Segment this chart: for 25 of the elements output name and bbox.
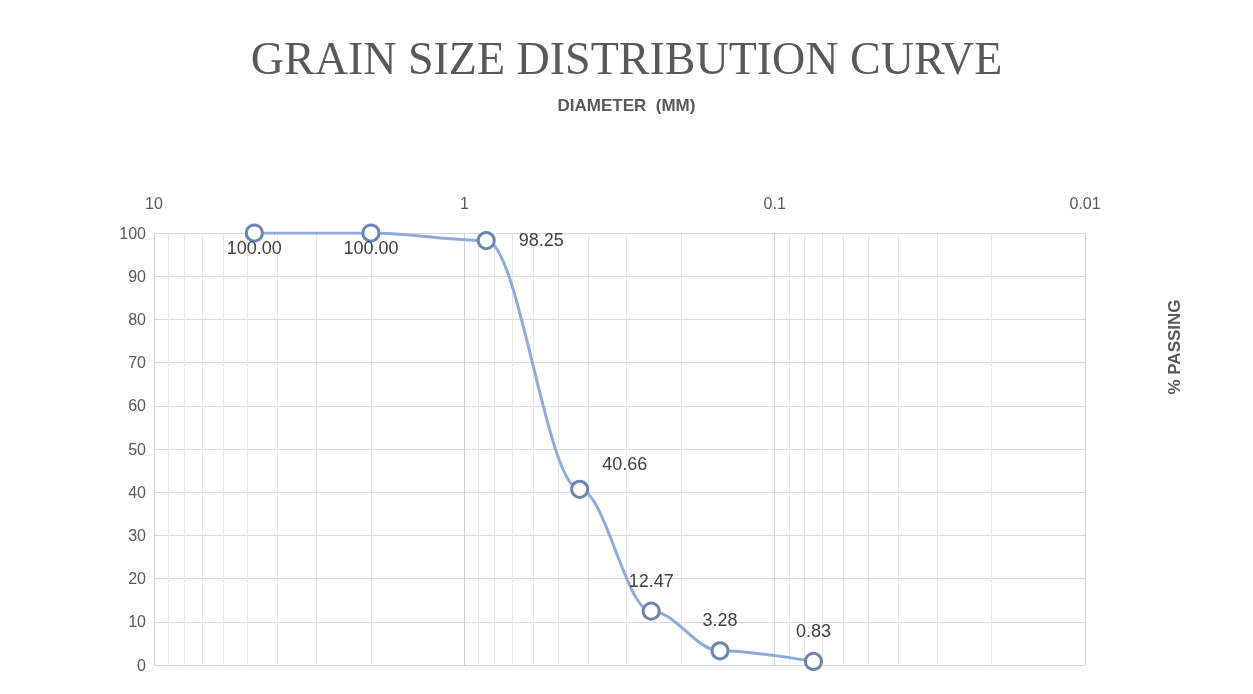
y-axis-title: % PASSING (1165, 299, 1184, 395)
y-tick-label: 30 (128, 526, 147, 544)
y-tick-label: 10 (128, 613, 147, 631)
y-tick-label: 80 (128, 310, 147, 328)
x-tick-label: 0.1 (763, 194, 786, 212)
y-tick-label: 40 (128, 483, 147, 501)
data-label: 40.66 (602, 453, 648, 474)
y-tick-label: 100 (119, 224, 147, 242)
data-label: 100.00 (343, 237, 399, 258)
x-tick-label: 10 (145, 194, 163, 212)
y-tick-label: 50 (128, 440, 147, 458)
data-label: 98.25 (518, 230, 564, 251)
x-tick-label: 0.01 (1069, 194, 1101, 212)
x-tick-label: 1 (459, 194, 469, 212)
y-tick-label: 20 (128, 570, 147, 588)
data-label: 3.28 (702, 610, 738, 631)
y-tick-label: 60 (128, 397, 147, 415)
y-tick-label: 90 (128, 267, 147, 285)
data-label: 0.83 (795, 620, 831, 641)
y-tick-label: 70 (128, 354, 147, 372)
y-tick-label: 0 (137, 656, 147, 674)
x-axis-title: DIAMETER (MM) (557, 96, 696, 115)
chart-title: GRAIN SIZE DISTRIBUTION CURVE (250, 32, 1003, 84)
data-label: 12.47 (628, 570, 674, 591)
data-label: 100.00 (226, 237, 282, 258)
